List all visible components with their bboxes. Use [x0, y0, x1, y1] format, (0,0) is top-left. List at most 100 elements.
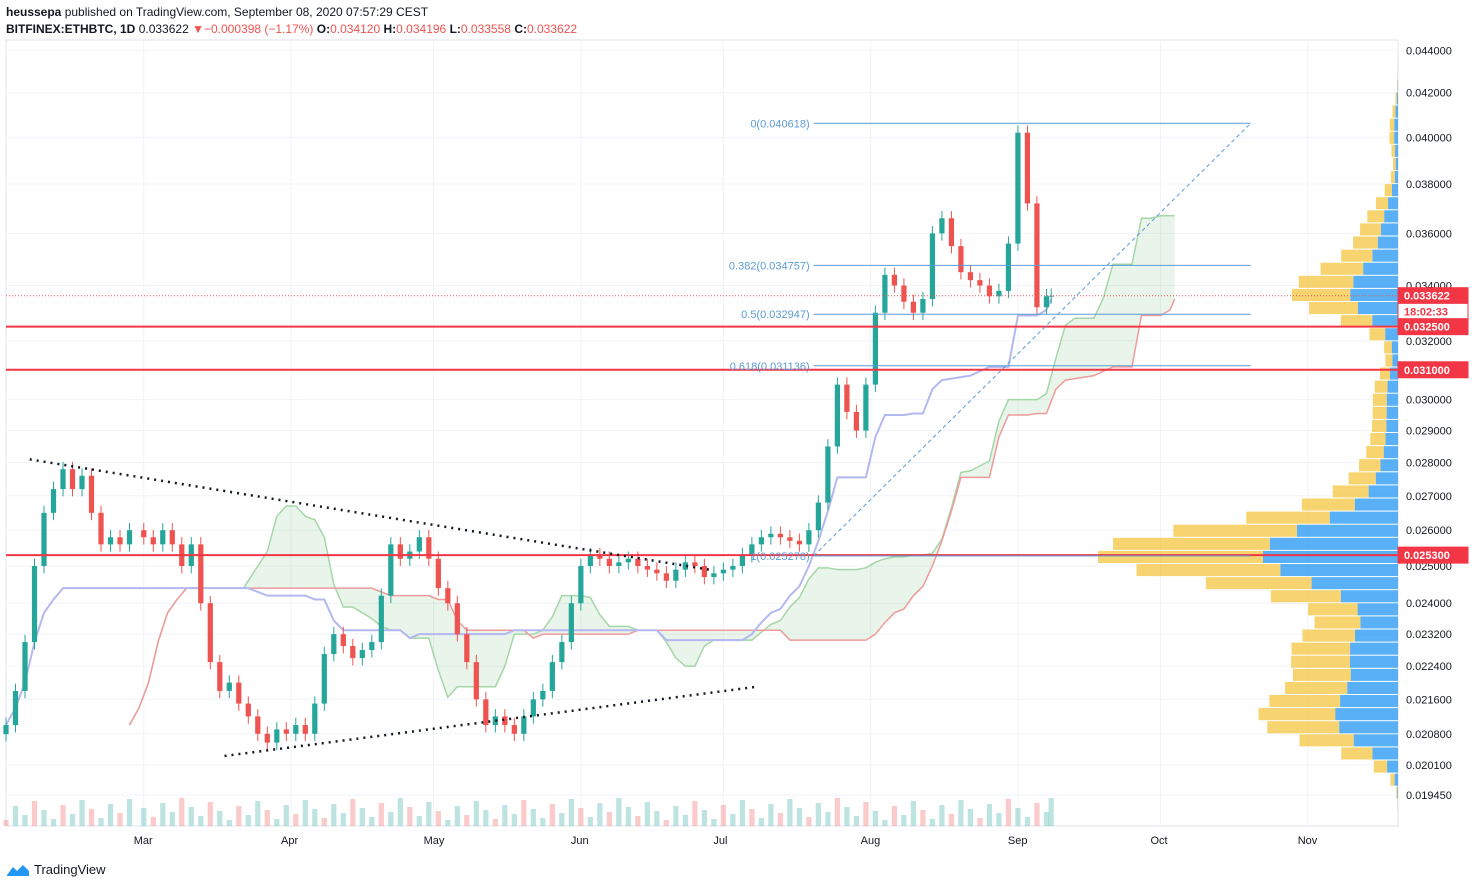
- volume-profile-bar-up: [1395, 157, 1398, 170]
- candle-body: [739, 555, 745, 566]
- volume-profile-bar-up: [1340, 695, 1398, 708]
- volume-profile-bar-up: [1350, 288, 1398, 301]
- symbol-label[interactable]: BITFINEX:ETHBTC, 1D: [6, 22, 136, 36]
- high-label: H:: [383, 22, 397, 36]
- candle-body: [117, 537, 123, 545]
- volume-profile-bar-up: [1380, 223, 1398, 236]
- candle-body: [98, 512, 104, 545]
- volume-profile-bar-up: [1354, 498, 1398, 511]
- volume-bar: [217, 811, 223, 826]
- candle-body: [901, 285, 907, 302]
- x-tick-label: Oct: [1150, 835, 1167, 847]
- volume-bar: [407, 807, 413, 826]
- volume-bar: [853, 816, 860, 826]
- volume-profile-bar-down: [1390, 773, 1395, 786]
- volume-bar: [179, 798, 185, 826]
- candle-body: [948, 218, 955, 247]
- volume-profile-bar-down: [1379, 367, 1390, 380]
- candle-body: [844, 384, 850, 412]
- volume-profile-bar-up: [1394, 171, 1398, 184]
- fib-level-label: 0(0.040618): [750, 118, 809, 130]
- volume-bar: [388, 812, 394, 826]
- candle-body: [502, 716, 508, 726]
- volume-profile-bar-down: [1366, 446, 1384, 459]
- volume-bar: [464, 815, 470, 826]
- volume-profile-bar-up: [1350, 642, 1398, 655]
- volume-bar: [986, 804, 993, 826]
- volume-bar: [625, 807, 631, 826]
- volume-profile-bar-down: [1359, 459, 1381, 472]
- volume-profile-bar-up: [1263, 550, 1398, 563]
- volume-bar: [3, 820, 9, 826]
- volume-profile-bar-up: [1355, 629, 1398, 642]
- candle-body: [986, 285, 993, 297]
- candle-body: [369, 642, 375, 651]
- candle-body: [60, 469, 66, 490]
- volume-profile-bar-up: [1350, 668, 1398, 681]
- candle-body: [169, 530, 175, 545]
- candle-body: [445, 588, 451, 604]
- y-tick-label: 0.027000: [1406, 491, 1452, 503]
- volume-profile-bar-up: [1353, 734, 1398, 747]
- volume-bar: [834, 798, 841, 826]
- price-badge: [1397, 361, 1469, 379]
- volume-bar: [606, 812, 612, 826]
- candle-body: [41, 512, 47, 566]
- volume-profile-bar-down: [1395, 92, 1397, 105]
- x-tick-label: May: [424, 835, 445, 847]
- volume-profile-bar-down: [1372, 419, 1387, 432]
- volume-profile-bar-up: [1383, 446, 1398, 459]
- publish-line: heussepa published on TradingView.com, S…: [6, 4, 1206, 21]
- candle-body: [654, 569, 660, 574]
- candle-body: [22, 642, 28, 691]
- publish-info: published on TradingView.com, September …: [64, 5, 429, 19]
- y-tick-label: 0.030000: [1406, 395, 1452, 407]
- candle-body: [255, 716, 261, 734]
- volume-profile-bar-down: [1374, 380, 1388, 393]
- volume-profile-bar-up: [1375, 472, 1398, 485]
- volume-profile-bar-up: [1385, 328, 1398, 341]
- volume-profile-bar-down: [1298, 275, 1354, 288]
- candle-body: [198, 544, 204, 604]
- candle-body: [996, 290, 1002, 297]
- volume-bar: [654, 811, 660, 826]
- volume-profile-bar-down: [1385, 354, 1393, 367]
- volume-profile-bar-down: [1370, 433, 1386, 446]
- candle-body: [872, 312, 879, 385]
- volume-profile-bar-down: [1173, 524, 1297, 537]
- candle-body: [217, 662, 223, 691]
- volume-profile-bar-up: [1395, 144, 1398, 157]
- y-tick-label: 0.040000: [1406, 132, 1452, 144]
- price-badge-label: 18:02:33: [1404, 306, 1448, 318]
- x-tick-label: Mar: [134, 835, 153, 847]
- volume-profile-bar-down: [1267, 721, 1340, 734]
- volume-bar: [369, 817, 375, 826]
- volume-profile-bar-up: [1311, 577, 1398, 590]
- candle-body: [483, 699, 489, 726]
- volume-bar: [682, 815, 688, 826]
- volume-bar: [901, 815, 907, 826]
- volume-bar: [863, 802, 869, 826]
- candle-body: [321, 654, 327, 704]
- fib-trend-line: [813, 122, 1252, 557]
- candle-body: [730, 565, 736, 570]
- volume-bar: [511, 814, 517, 826]
- candle-body: [302, 725, 308, 734]
- volume-bar: [483, 810, 489, 826]
- volume-bar: [758, 818, 764, 826]
- author-name[interactable]: heussepa: [6, 5, 62, 19]
- volume-bar: [844, 807, 850, 826]
- footer-brand[interactable]: TradingView: [6, 862, 106, 877]
- volume-bar: [948, 814, 955, 826]
- candle-body: [616, 562, 622, 566]
- volume-bar: [454, 806, 460, 826]
- candle-body: [426, 537, 432, 559]
- volume-bar: [283, 805, 289, 826]
- candle-body: [540, 690, 546, 700]
- volume-bar: [117, 813, 123, 826]
- fib-level-label: 1(0.025278): [750, 551, 809, 563]
- volume-profile-bar-down: [1246, 511, 1330, 524]
- open-label: O:: [316, 22, 331, 36]
